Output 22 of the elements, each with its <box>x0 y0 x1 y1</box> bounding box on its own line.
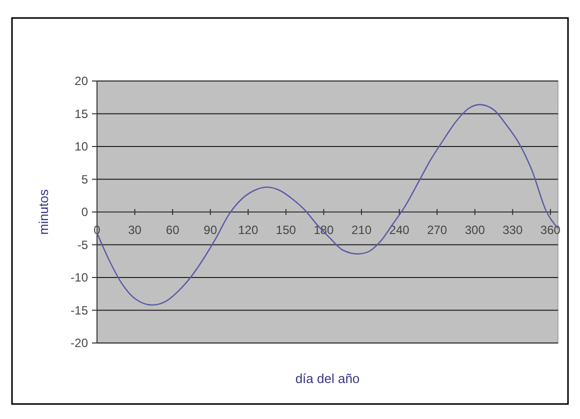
y-tick-label: -10 <box>70 270 88 285</box>
x-tick-label: 90 <box>204 223 218 237</box>
x-tick-label: 210 <box>351 223 372 237</box>
x-tick-label: 240 <box>389 223 410 237</box>
y-axis-title: minutos <box>36 188 51 235</box>
x-tick-label: 360 <box>540 223 561 237</box>
y-tick-label: 0 <box>81 205 88 220</box>
y-tick-label: 20 <box>74 74 88 88</box>
x-tick-label: 120 <box>238 223 258 237</box>
x-tick-label: 300 <box>464 223 486 237</box>
x-axis-title: día del año <box>295 371 360 386</box>
y-tick-label: 5 <box>81 172 88 186</box>
y-tick-label: -15 <box>70 303 88 318</box>
x-tick-label: 150 <box>276 223 296 237</box>
y-tick-label: 15 <box>74 106 88 121</box>
y-tick-label: 10 <box>74 140 88 154</box>
x-tick-label: 30 <box>128 223 142 237</box>
x-tick-label: 270 <box>427 223 448 237</box>
y-tick-label: -20 <box>70 336 88 350</box>
x-tick-label: 60 <box>166 223 180 237</box>
y-tick-label: -5 <box>77 238 88 252</box>
x-tick-label: 330 <box>502 223 523 237</box>
